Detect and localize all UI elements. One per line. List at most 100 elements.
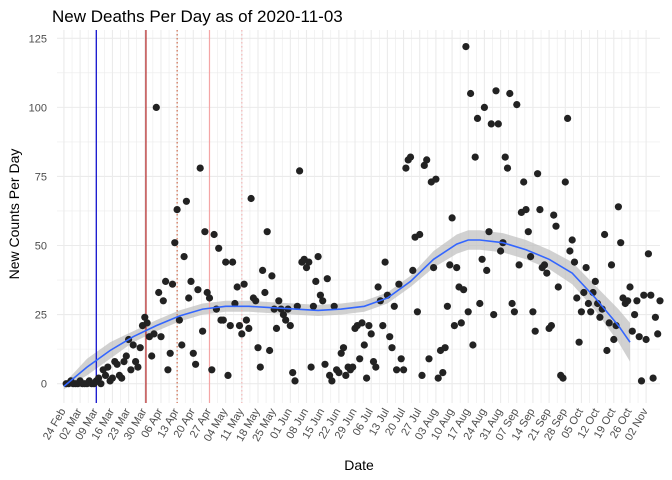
y-tick-label: 75: [35, 171, 47, 183]
data-point: [309, 302, 317, 310]
data-point: [229, 258, 237, 266]
data-point: [395, 280, 403, 288]
data-point: [471, 153, 479, 161]
data-point: [321, 360, 329, 368]
data-point: [316, 291, 324, 299]
data-point: [584, 299, 593, 308]
data-point: [591, 277, 599, 285]
data-point: [272, 324, 281, 332]
data-point: [178, 341, 186, 349]
data-point: [402, 164, 410, 172]
data-point: [136, 344, 144, 352]
data-point: [476, 299, 484, 308]
data-point: [219, 316, 227, 324]
data-point: [381, 258, 389, 266]
data-point: [508, 299, 516, 308]
data-point: [266, 346, 274, 355]
data-point: [501, 153, 509, 161]
data-point: [208, 366, 216, 374]
data-point: [307, 363, 315, 371]
data-point: [143, 319, 151, 327]
data-point: [510, 308, 518, 316]
data-point: [531, 327, 539, 335]
line-layer: [63, 239, 631, 388]
data-point: [651, 313, 660, 321]
data-point: [360, 341, 368, 349]
data-point: [448, 214, 456, 222]
data-point: [640, 291, 648, 299]
data-point: [513, 101, 521, 109]
ribbon-layer: [63, 230, 630, 390]
data-point: [527, 253, 535, 261]
data-point: [189, 349, 197, 357]
data-point: [554, 283, 562, 291]
data-point: [494, 120, 502, 128]
data-point: [582, 264, 590, 272]
data-point: [617, 239, 625, 247]
data-point: [120, 358, 128, 366]
data-point: [279, 311, 287, 319]
data-point: [330, 302, 338, 310]
data-point: [159, 297, 167, 305]
data-point: [132, 358, 140, 366]
data-point: [358, 319, 366, 327]
data-point: [580, 288, 588, 297]
data-point: [610, 335, 618, 344]
data-point: [425, 355, 433, 363]
data-point: [201, 228, 209, 236]
data-point: [312, 277, 320, 285]
data-point: [291, 377, 299, 385]
data-point: [314, 253, 322, 261]
data-point: [654, 330, 662, 338]
data-point: [423, 156, 431, 164]
data-point: [573, 294, 581, 302]
vline-layer: [95, 30, 243, 403]
data-point: [540, 261, 549, 269]
data-point: [656, 297, 664, 305]
y-tick-label: 25: [35, 310, 47, 322]
data-point: [614, 203, 623, 211]
data-point: [296, 167, 304, 175]
data-point: [642, 335, 650, 344]
data-point: [349, 363, 357, 371]
data-point: [388, 344, 396, 352]
data-point: [293, 302, 301, 310]
data-point: [372, 363, 380, 371]
data-point: [369, 358, 378, 366]
data-point: [492, 87, 500, 95]
data-point: [637, 377, 646, 385]
data-point: [497, 247, 505, 255]
data-point: [443, 302, 451, 310]
data-point: [453, 264, 461, 272]
data-point: [256, 363, 264, 371]
data-point: [605, 319, 613, 327]
data-point: [413, 308, 421, 316]
data-point: [122, 352, 130, 360]
data-point: [97, 380, 105, 388]
data-point: [235, 322, 244, 330]
data-point: [568, 236, 576, 244]
data-point: [199, 327, 207, 335]
data-point: [457, 319, 465, 327]
data-point: [450, 322, 458, 330]
data-point: [575, 338, 583, 346]
data-point: [628, 327, 636, 335]
data-point: [587, 308, 595, 316]
data-point: [390, 302, 398, 310]
data-point: [101, 371, 110, 379]
data-point: [367, 330, 375, 338]
data-point: [157, 333, 165, 341]
data-point: [152, 103, 160, 111]
data-point: [134, 363, 142, 371]
smooth-confidence-ribbon: [63, 230, 630, 390]
data-point: [302, 264, 311, 272]
data-point: [550, 211, 558, 219]
data-point: [203, 288, 211, 297]
data-point: [173, 206, 181, 214]
data-point: [626, 283, 634, 291]
data-point: [270, 305, 278, 313]
data-point: [215, 244, 223, 252]
data-point: [633, 297, 641, 305]
data-point: [339, 344, 348, 352]
data-point: [275, 297, 283, 305]
